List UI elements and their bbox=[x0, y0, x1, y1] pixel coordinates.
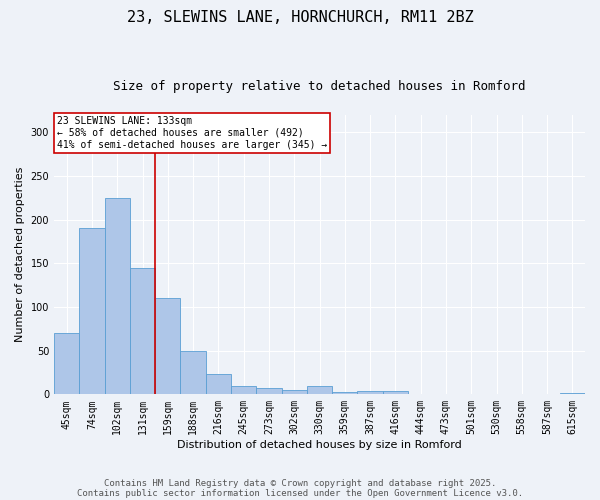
Bar bbox=[130, 268, 155, 394]
Y-axis label: Number of detached properties: Number of detached properties bbox=[15, 167, 25, 342]
Bar bbox=[383, 391, 408, 394]
Text: 23, SLEWINS LANE, HORNCHURCH, RM11 2BZ: 23, SLEWINS LANE, HORNCHURCH, RM11 2BZ bbox=[127, 10, 473, 25]
Title: Size of property relative to detached houses in Romford: Size of property relative to detached ho… bbox=[113, 80, 526, 93]
Bar bbox=[231, 386, 256, 394]
Text: Contains HM Land Registry data © Crown copyright and database right 2025.: Contains HM Land Registry data © Crown c… bbox=[104, 478, 496, 488]
Bar bbox=[104, 198, 130, 394]
Bar bbox=[332, 392, 358, 394]
Bar bbox=[155, 298, 181, 394]
Bar bbox=[560, 392, 585, 394]
X-axis label: Distribution of detached houses by size in Romford: Distribution of detached houses by size … bbox=[177, 440, 462, 450]
Bar bbox=[79, 228, 104, 394]
Bar bbox=[206, 374, 231, 394]
Bar bbox=[181, 350, 206, 395]
Text: Contains public sector information licensed under the Open Government Licence v3: Contains public sector information licen… bbox=[77, 488, 523, 498]
Bar bbox=[307, 386, 332, 394]
Text: 23 SLEWINS LANE: 133sqm
← 58% of detached houses are smaller (492)
41% of semi-d: 23 SLEWINS LANE: 133sqm ← 58% of detache… bbox=[56, 116, 327, 150]
Bar bbox=[358, 391, 383, 394]
Bar bbox=[281, 390, 307, 394]
Bar bbox=[54, 333, 79, 394]
Bar bbox=[256, 388, 281, 394]
